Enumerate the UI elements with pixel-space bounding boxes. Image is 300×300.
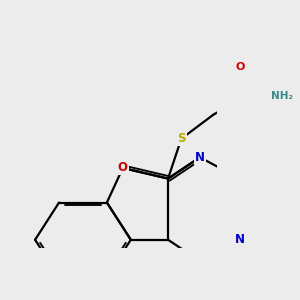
Text: N: N [235,233,245,246]
Text: N: N [195,151,205,164]
Text: NH₂: NH₂ [271,91,293,101]
Text: O: O [235,62,244,72]
Text: S: S [177,132,186,145]
Text: O: O [118,161,128,175]
